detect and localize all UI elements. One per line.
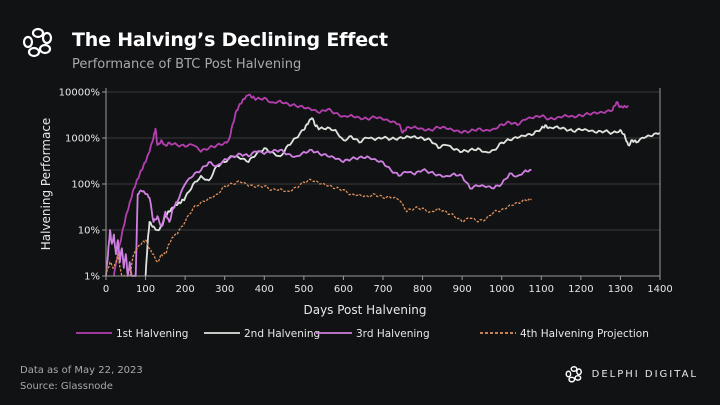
brand-name: DELPHI DIGITAL — [591, 368, 698, 380]
legend: 1st Halvening 2nd Halvening 3rd Halvening 4… — [76, 328, 649, 340]
x-tick-label: 0 — [103, 284, 109, 295]
legend-label: 1st Halvening — [116, 328, 188, 340]
x-axis-title: Days Post Halvening — [303, 303, 426, 317]
y-tick-label: 100% — [71, 180, 100, 191]
legend-item: 1st Halvening — [76, 328, 188, 340]
legend-label: 4th Halvening Projection — [520, 328, 649, 340]
axes: 1% 10% 100% 1000% 10000% 0 100 200 300 400 500 600 7… — [59, 88, 673, 296]
y-tick-label: 10000% — [59, 88, 100, 99]
chart-title: The Halving’s Declining Effect — [72, 29, 388, 51]
legend-item: 3rd Halvening — [316, 328, 430, 340]
delphi-knot-icon — [20, 24, 56, 60]
x-tick-label: 1100 — [529, 284, 554, 295]
x-tick-label: 900 — [453, 284, 472, 295]
series-layer — [105, 93, 661, 277]
delphi-knot-icon — [565, 366, 582, 383]
y-tick-label: 1% — [84, 272, 100, 283]
series-line-1 — [113, 93, 629, 277]
x-tick-label: 1200 — [568, 284, 593, 295]
data-date: Data as of May 22, 2023 — [20, 365, 143, 376]
series-line-3 — [105, 148, 532, 277]
x-tick-label: 600 — [334, 284, 353, 295]
x-tick-label: 1000 — [489, 284, 514, 295]
legend-item: 4th Halvening Projection — [480, 328, 649, 340]
series-line-4 — [105, 178, 532, 277]
x-tick-label: 800 — [413, 284, 432, 295]
legend-label: 2nd Halvening — [244, 328, 320, 340]
x-tick-label: 700 — [373, 284, 392, 295]
brand-logo: DELPHI DIGITAL — [564, 364, 698, 384]
x-tick-label: 1400 — [647, 284, 672, 295]
data-source: Source: Glassnode — [20, 381, 113, 392]
x-tick-label: 300 — [215, 284, 234, 295]
x-tick-label: 400 — [255, 284, 274, 295]
series-line-2 — [144, 117, 661, 277]
x-tick-label: 1300 — [608, 284, 633, 295]
footer-notes: Data as of May 22, 2023 Source: Glassnod… — [20, 363, 143, 395]
legend-label: 3rd Halvening — [356, 328, 430, 340]
x-tick-label: 200 — [176, 284, 195, 295]
chart-subtitle: Performance of BTC Post Halvening — [72, 57, 302, 72]
x-tick-label: 500 — [294, 284, 313, 295]
y-tick-label: 10% — [78, 226, 100, 237]
legend-item: 2nd Halvening — [204, 328, 320, 340]
x-tick-label: 100 — [136, 284, 155, 295]
y-axis-title: Halvening Performace — [39, 118, 53, 251]
y-tick-label: 1000% — [65, 134, 100, 145]
